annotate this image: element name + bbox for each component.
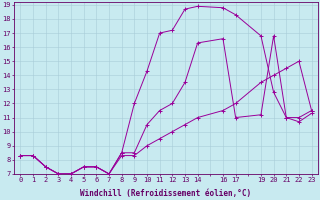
X-axis label: Windchill (Refroidissement éolien,°C): Windchill (Refroidissement éolien,°C) <box>80 189 252 198</box>
